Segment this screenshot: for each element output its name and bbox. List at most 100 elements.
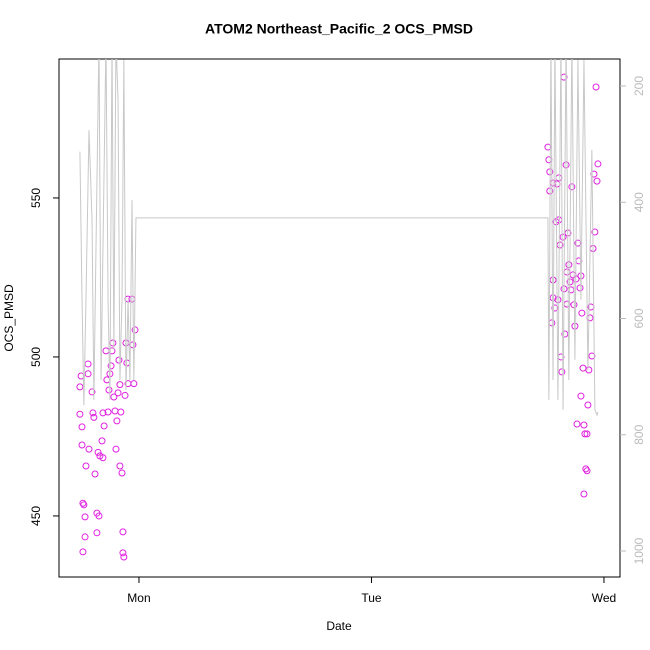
scatter-point	[585, 366, 593, 374]
scatter-point	[573, 420, 581, 428]
y2-tick-label: 400	[632, 192, 646, 212]
line-series	[79, 59, 599, 417]
scatter-point	[115, 356, 123, 364]
scatter-point	[76, 410, 84, 418]
scatter-point	[93, 529, 101, 537]
scatter-point	[580, 490, 588, 498]
scatter-point	[594, 160, 602, 168]
y2-tick-label: 600	[632, 308, 646, 328]
chart-title: ATOM2 Northeast_Pacific_2 OCS_PMSD	[205, 21, 473, 37]
x-tick-label: Tue	[361, 591, 382, 605]
scatter-point	[102, 347, 110, 355]
scatter-point	[553, 180, 561, 188]
scatter-point	[91, 470, 99, 478]
scatter-point	[569, 271, 577, 279]
scatter-point	[98, 437, 106, 445]
scatter-point	[567, 286, 575, 294]
scatter-point	[84, 360, 92, 368]
scatter-point	[565, 261, 573, 269]
scatter-point	[119, 549, 127, 557]
scatter-point	[591, 228, 599, 236]
scatter-point	[554, 296, 562, 304]
scatter-point	[583, 430, 591, 438]
scatter-point	[82, 462, 90, 470]
scatter-point	[99, 454, 107, 462]
scatter-point	[561, 330, 569, 338]
plot-frame	[58, 58, 621, 578]
scatter-point	[112, 445, 120, 453]
scatter-point	[95, 512, 103, 520]
scatter-point	[103, 376, 111, 384]
scatter-point	[84, 370, 92, 378]
scatter-point	[107, 362, 115, 370]
scatter-point	[583, 467, 591, 475]
x-tick-label: Wed	[592, 591, 616, 605]
scatter-point	[586, 314, 594, 322]
scatter-point	[584, 401, 592, 409]
scatter-point	[78, 441, 86, 449]
scatter-point	[114, 389, 122, 397]
scatter-point	[577, 392, 585, 400]
scatter-point	[580, 421, 588, 429]
scatter-point	[79, 499, 87, 507]
x-tick-label: Mon	[127, 591, 150, 605]
scatter-point	[104, 408, 112, 416]
scatter-point	[99, 409, 107, 417]
scatter-point	[593, 177, 601, 185]
scatter-point	[559, 233, 567, 241]
y-axis-label: OCS_PMSD	[2, 284, 16, 352]
scatter-point	[111, 407, 119, 415]
y2-tick-label: 800	[632, 424, 646, 444]
scatter-point	[574, 239, 582, 247]
x-axis-label: Date	[326, 619, 352, 633]
scatter-point	[121, 391, 129, 399]
scatter-point	[90, 413, 98, 421]
scatter-point	[116, 381, 124, 389]
scatter-point	[76, 383, 84, 391]
scatter-point	[119, 528, 127, 536]
scatter-point	[110, 393, 118, 401]
scatter-point	[117, 408, 125, 416]
scatter-point	[116, 462, 124, 470]
scatter-point	[81, 533, 89, 541]
scatter-point	[113, 417, 121, 425]
scatter-point	[120, 553, 128, 561]
scatter-point	[549, 179, 557, 187]
scatter-point	[582, 465, 590, 473]
scatter-point	[545, 156, 553, 164]
scatter-point	[105, 386, 113, 394]
scatter-point	[79, 548, 87, 556]
scatter-point	[94, 448, 102, 456]
scatter-point	[128, 295, 136, 303]
scatter-point	[555, 174, 563, 182]
y-tick-label: 550	[29, 188, 43, 208]
y-tick-label: 500	[29, 347, 43, 367]
scatter-point	[568, 183, 576, 191]
scatter-point	[581, 430, 589, 438]
plot-area	[76, 59, 602, 561]
y2-tick-label: 200	[632, 76, 646, 96]
scatter-point	[118, 469, 126, 477]
scatter-point	[592, 83, 600, 91]
scatter-point	[81, 513, 89, 521]
scatter-point	[100, 422, 108, 430]
scatter-point	[89, 409, 97, 417]
scatter-point	[578, 309, 586, 317]
scatter-point	[88, 388, 96, 396]
scatter-point	[80, 501, 88, 509]
scatter-point	[85, 445, 93, 453]
y-tick-label: 450	[29, 506, 43, 526]
scatter-point	[579, 364, 587, 372]
scatter-point	[549, 276, 557, 284]
scatter-point	[551, 304, 559, 312]
scatter-point	[109, 339, 117, 347]
y2-tick-label: 1000	[632, 537, 646, 564]
scatter-point	[562, 161, 570, 169]
scatter-point	[576, 284, 584, 292]
scatter-point	[558, 368, 566, 376]
scatter-point	[563, 268, 571, 276]
scatter-point	[544, 143, 552, 151]
scatter-point	[588, 352, 596, 360]
scatter-point	[78, 423, 86, 431]
